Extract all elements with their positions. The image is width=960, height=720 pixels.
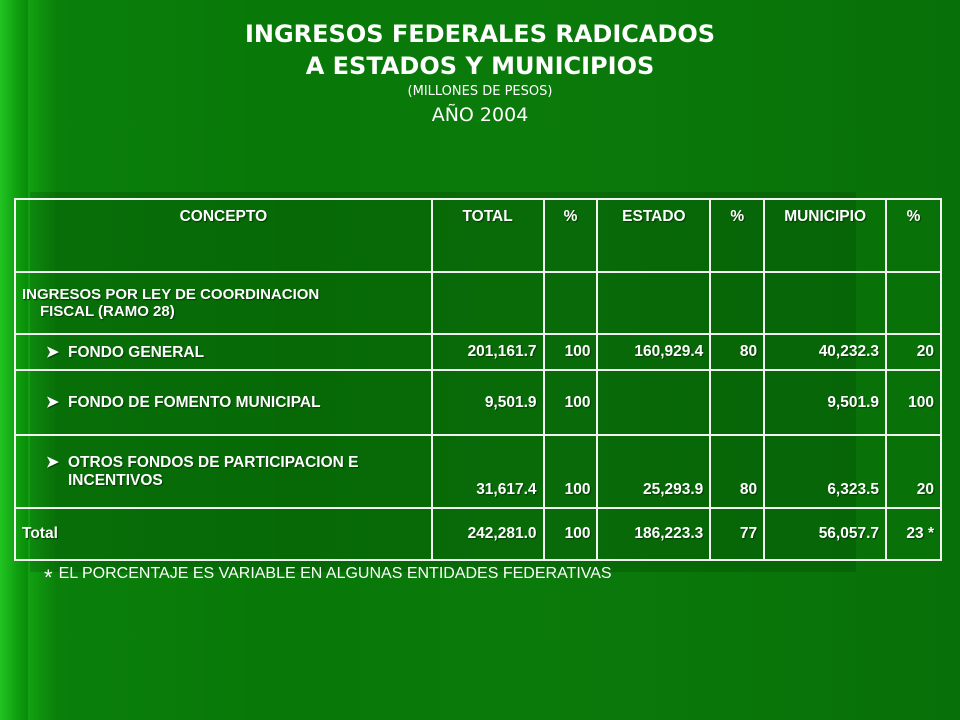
- header-municipio: MUNICIPIO: [763, 198, 888, 273]
- row-municipio: 40,232.3: [763, 333, 888, 372]
- row-pct-municipio: 20: [885, 333, 942, 372]
- total-municipio: 56,057.7: [763, 506, 888, 562]
- header-row: CONCEPTO TOTAL % ESTADO % MUNICIPIO %: [14, 198, 942, 273]
- section-label: INGRESOS POR LEY DE COORDINACION FISCAL …: [14, 270, 433, 336]
- row-pct-estado: 80: [709, 433, 766, 509]
- title-line-2: A ESTADOS Y MUNICIPIOS: [305, 52, 655, 80]
- row-estado: 160,929.4: [596, 333, 712, 372]
- footnote-star: *: [44, 565, 53, 590]
- row-municipio: 9,501.9: [763, 369, 888, 436]
- year-label: AÑO 2004: [431, 104, 529, 126]
- footnote-text: EL PORCENTAJE ES VARIABLE EN ALGUNAS ENT…: [58, 565, 612, 582]
- total-pct-municipio: 23 *: [885, 506, 942, 562]
- total-pct-estado: 77: [709, 506, 766, 562]
- header-pct-municipio: %: [885, 198, 942, 273]
- header-concepto: CONCEPTO: [14, 198, 433, 273]
- row-pct-total: 100: [542, 369, 599, 436]
- row-municipio: 6,323.5: [763, 433, 888, 509]
- header-estado: ESTADO: [596, 198, 712, 273]
- header-total: TOTAL: [430, 198, 545, 273]
- row-pct-total: 100: [542, 433, 599, 509]
- arrow-right-icon: ➤: [46, 394, 59, 412]
- row-total: 201,161.7: [430, 333, 545, 372]
- subtitle: (MILLONES DE PESOS): [407, 84, 553, 99]
- total-estado: 186,223.3: [596, 506, 712, 562]
- row-pct-estado: [709, 369, 766, 436]
- row-pct-estado: 80: [709, 333, 766, 372]
- table-row: ➤ FONDO DE FOMENTO MUNICIPAL 9,501.9 100 …: [14, 369, 942, 436]
- section-label-line-1: INGRESOS POR LEY DE COORDINACION: [22, 285, 320, 303]
- total-total: 242,281.0: [430, 506, 545, 562]
- row-pct-total: 100: [542, 333, 599, 372]
- row-concepto: ➤ FONDO GENERAL: [14, 333, 433, 372]
- row-estado: 25,293.9: [596, 433, 712, 509]
- section-row: INGRESOS POR LEY DE COORDINACION FISCAL …: [14, 270, 942, 336]
- footnote: * EL PORCENTAJE ES VARIABLE EN ALGUNAS EN…: [44, 565, 612, 591]
- header-pct-estado: %: [709, 198, 766, 273]
- row-pct-municipio: 100: [885, 369, 942, 436]
- total-pct-total: 100: [542, 506, 599, 562]
- header-pct-total: %: [542, 198, 599, 273]
- row-concepto: ➤ OTROS FONDOS DE PARTICIPACION E INCENTI…: [14, 433, 433, 509]
- total-label: Total: [14, 506, 433, 562]
- row-pct-municipio: 20: [885, 433, 942, 509]
- row-estado: [596, 369, 712, 436]
- arrow-right-icon: ➤: [46, 343, 59, 361]
- section-label-line-2: FISCAL (RAMO 28): [40, 302, 175, 320]
- row-total: 31,617.4: [430, 433, 545, 509]
- row-concepto: ➤ FONDO DE FOMENTO MUNICIPAL: [14, 369, 433, 436]
- income-table: CONCEPTO TOTAL % ESTADO % MUNICIPIO % IN…: [14, 198, 942, 562]
- total-row: Total 242,281.0 100 186,223.3 77 56,057.…: [14, 506, 942, 562]
- title-line-1: INGRESOS FEDERALES RADICADOS: [244, 20, 716, 48]
- arrow-right-icon: ➤: [46, 453, 59, 471]
- table-row: ➤ FONDO GENERAL 201,161.7 100 160,929.4 8…: [14, 333, 942, 372]
- row-total: 9,501.9: [430, 369, 545, 436]
- table-row: ➤ OTROS FONDOS DE PARTICIPACION E INCENTI…: [14, 433, 942, 509]
